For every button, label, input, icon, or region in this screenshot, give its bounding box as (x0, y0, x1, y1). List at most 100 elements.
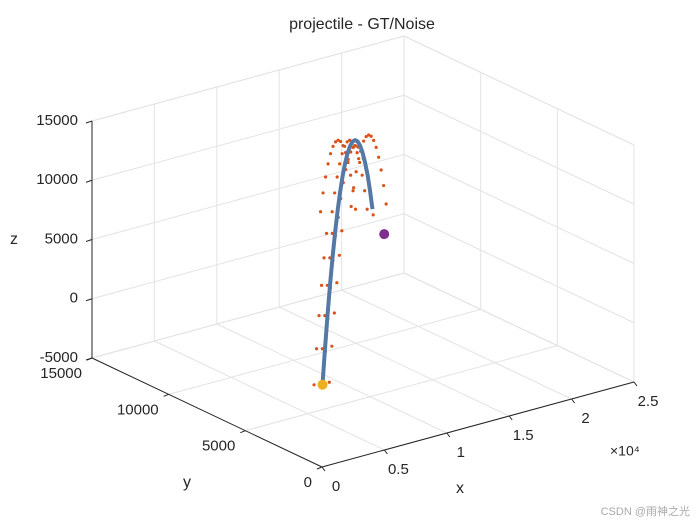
x-tick (508, 415, 513, 421)
z-axis-label: z (10, 231, 18, 248)
x-tick-label: 2 (581, 410, 589, 427)
noise-point (330, 344, 334, 348)
noise-point (330, 210, 334, 214)
noise-point (360, 173, 364, 177)
noise-point (349, 204, 353, 209)
noise-point (357, 157, 361, 161)
x-axis (321, 381, 635, 468)
noise-point (362, 139, 366, 143)
noise-point (382, 183, 386, 188)
noise-point (335, 175, 339, 179)
z-tick (85, 357, 93, 361)
y-axis-label: y (183, 474, 191, 491)
noise-point (333, 140, 338, 144)
x-tick (571, 398, 575, 404)
y-tick-label: 5000 (202, 438, 235, 455)
x-tick-label: 2.5 (638, 393, 659, 410)
noise-point (364, 135, 368, 139)
noise-point (374, 145, 378, 149)
grid-line (278, 306, 510, 417)
grid-line (403, 154, 635, 264)
ground-truth-line (320, 138, 375, 385)
noise-point (318, 210, 323, 214)
noise-point (338, 162, 342, 166)
grid-line (91, 272, 405, 359)
noise-point (335, 281, 339, 285)
z-tick (85, 120, 93, 124)
plot-area (312, 133, 390, 390)
noise-point (348, 173, 353, 177)
grid-line (91, 35, 405, 122)
y-tick (163, 393, 169, 397)
noise-point (323, 175, 328, 179)
x-axis-label: x (456, 480, 464, 497)
noise-point (367, 133, 371, 137)
noise-point (345, 140, 349, 144)
grid-line (341, 289, 572, 400)
z-tick-label: -5000 (40, 349, 78, 366)
x-tick (633, 381, 638, 387)
noise-point (354, 170, 358, 174)
z-tick (85, 239, 93, 242)
noise-point (322, 256, 326, 260)
noise-point (372, 138, 376, 142)
chart-title: projectile - GT/Noise (289, 16, 435, 33)
x-tick-label: 1.5 (513, 427, 534, 444)
z-tick-label: 0 (70, 290, 78, 307)
noise-point (337, 253, 341, 257)
noise-point (317, 314, 321, 318)
noise-point (355, 150, 359, 155)
grid (85, 35, 638, 472)
noise-point (324, 231, 329, 235)
x-tick (321, 466, 326, 472)
noise-point (340, 229, 344, 233)
noise-point (326, 162, 330, 166)
x-tick-label: 0.5 (388, 461, 409, 478)
x-tick-label: 1 (457, 444, 465, 461)
z-tick-label: 10000 (36, 171, 78, 188)
x-tick-label: 0 (332, 478, 340, 495)
grid-line (154, 340, 385, 451)
y-tick-label: 10000 (117, 401, 159, 418)
grid-line (403, 35, 635, 146)
x-tick (446, 432, 451, 438)
noise-point (377, 155, 381, 159)
grid-line (91, 154, 405, 240)
noise-point (371, 213, 375, 217)
noise-point (358, 160, 362, 165)
grid-line (216, 323, 448, 434)
noise-point (331, 144, 335, 148)
noise-point (351, 189, 355, 193)
noise-point (352, 186, 356, 190)
watermark: CSDN @雨神之光 (601, 504, 690, 518)
noise-point (336, 138, 340, 142)
noise-point (319, 283, 324, 287)
noise-point (338, 139, 343, 144)
noise-point (341, 144, 345, 148)
noise-point (340, 152, 344, 156)
grid-line (403, 94, 635, 205)
noise-point (332, 311, 336, 315)
marker-point (379, 229, 390, 240)
noise-point (321, 191, 325, 195)
noise-point (312, 383, 316, 387)
noise-point (353, 144, 357, 148)
noise-point (327, 380, 331, 384)
y-tick (240, 430, 246, 434)
z-tick (85, 179, 93, 183)
y-tick-label: 0 (304, 474, 312, 491)
noise-point (384, 202, 388, 206)
noise-point (365, 207, 369, 211)
noise-point (363, 189, 367, 193)
noise-point (348, 138, 352, 142)
x-exponent: ×10⁴ (610, 443, 640, 459)
grid-line (245, 345, 558, 432)
grid-line (403, 213, 635, 324)
noise-point (333, 191, 337, 195)
x-tick (383, 449, 388, 455)
noise-point (369, 134, 373, 138)
y-tick (316, 466, 323, 470)
noise-point (328, 152, 333, 156)
